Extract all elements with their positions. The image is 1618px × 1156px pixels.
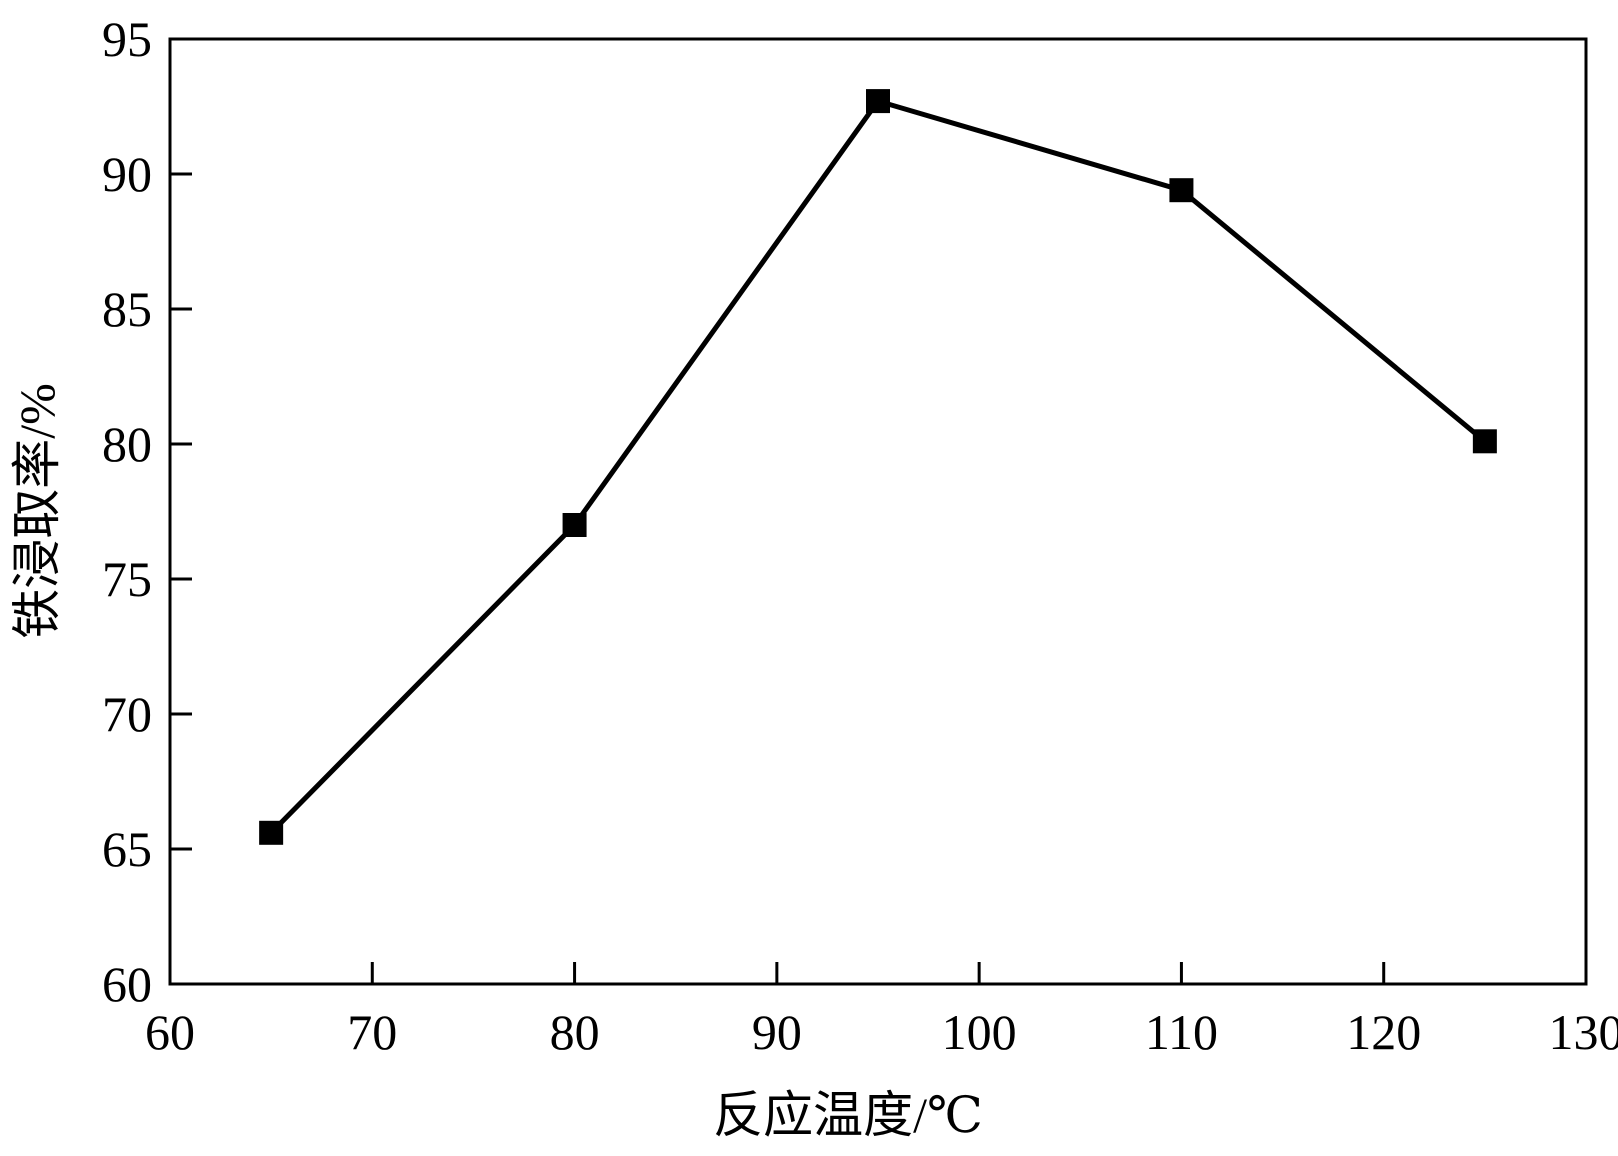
x-axis-title: 反应温度/℃ (713, 1087, 983, 1143)
x-axis-ticks (372, 962, 1383, 984)
y-tick-label: 70 (102, 686, 152, 742)
series-line (271, 101, 1485, 833)
data-point-marker (866, 89, 890, 113)
x-tick-label: 70 (347, 1004, 397, 1060)
x-tick-label: 130 (1549, 1004, 1618, 1060)
y-tick-label: 75 (102, 551, 152, 607)
x-axis-tick-labels: 60 70 80 90 100 110 120 130 (145, 1004, 1618, 1060)
data-point-marker (1473, 429, 1497, 453)
data-point-marker (563, 513, 587, 537)
plot-frame (170, 39, 1586, 984)
y-tick-label: 60 (102, 956, 152, 1012)
x-tick-label: 60 (145, 1004, 195, 1060)
x-tick-label: 90 (752, 1004, 802, 1060)
y-tick-label: 65 (102, 821, 152, 877)
x-tick-label: 80 (550, 1004, 600, 1060)
x-tick-label: 110 (1145, 1004, 1218, 1060)
series-markers (259, 89, 1497, 845)
x-tick-label: 100 (942, 1004, 1017, 1060)
x-tick-label: 120 (1346, 1004, 1421, 1060)
y-tick-label: 80 (102, 416, 152, 472)
y-tick-label: 85 (102, 281, 152, 337)
data-point-marker (1169, 178, 1193, 202)
data-point-marker (259, 821, 283, 845)
y-axis-ticks (170, 174, 192, 849)
y-axis-tick-labels: 60 65 70 75 80 85 90 95 (102, 11, 152, 1012)
y-tick-label: 95 (102, 11, 152, 67)
y-tick-label: 90 (102, 146, 152, 202)
y-axis-title: 铁浸取率/% (9, 383, 65, 639)
